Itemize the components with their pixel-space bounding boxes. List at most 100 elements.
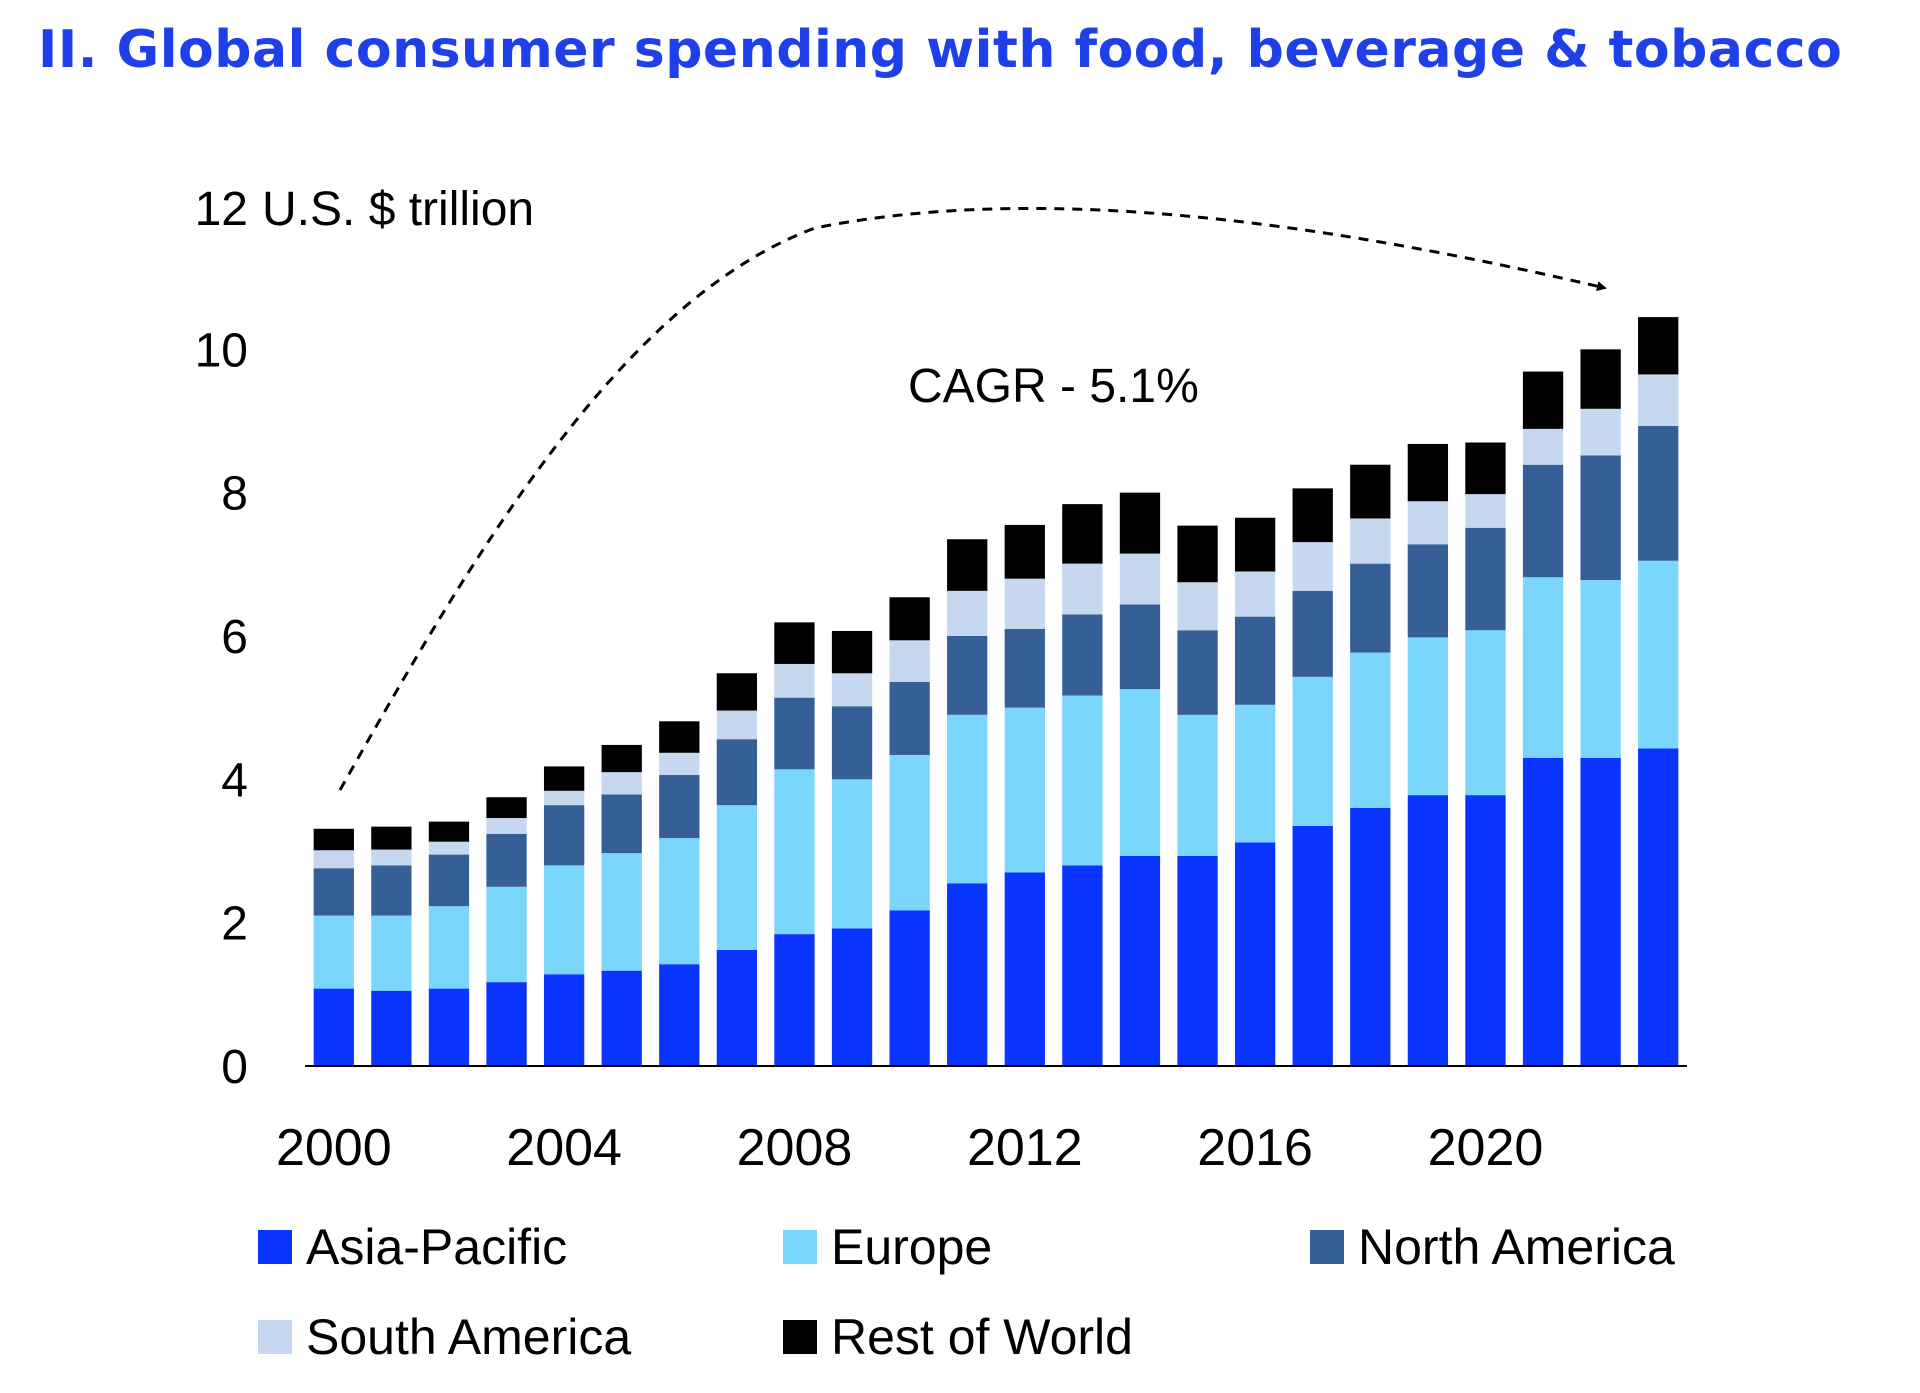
bar-2001-asia-pacific [371, 990, 412, 1066]
x-tick-label: 2020 [1428, 1119, 1544, 1177]
bar-2016-europe [1234, 704, 1276, 843]
bar-2005-europe [601, 853, 642, 971]
bar-2022-north-america [1580, 455, 1621, 581]
y-tick-label: 4 [221, 754, 248, 807]
bar-2008-europe [774, 769, 815, 935]
bar-2023-rest-of-world [1638, 317, 1679, 375]
bar-2011-south-america [947, 590, 988, 636]
bar-2021-south-america [1522, 428, 1564, 465]
bar-2019-europe [1407, 637, 1449, 796]
bar-2009-south-america [831, 673, 873, 707]
bar-2018-asia-pacific [1350, 808, 1391, 1066]
x-axis-ticks: 2000 2004 2008 2012 2016 2020 [276, 1119, 1543, 1177]
bar-2012-south-america [1004, 578, 1045, 629]
bar-2009-europe [831, 779, 873, 929]
bar-2017-north-america [1292, 590, 1333, 677]
y-tick-label: 12 [195, 183, 248, 236]
bar-2011-asia-pacific [947, 883, 988, 1066]
legend-swatch-north-america [1310, 1230, 1344, 1264]
x-tick-label: 2000 [276, 1119, 392, 1177]
bar-2023-north-america [1638, 426, 1679, 561]
bar-2017-south-america [1292, 542, 1333, 591]
bar-2017-asia-pacific [1292, 825, 1333, 1066]
bar-2014-rest-of-world [1119, 492, 1161, 554]
y-tick-label: 2 [221, 898, 248, 951]
cagr-annotation: CAGR - 5.1% [908, 360, 1199, 413]
bar-2006-north-america [659, 775, 700, 839]
bar-2002-rest-of-world [428, 821, 470, 842]
bar-2005-rest-of-world [601, 744, 642, 773]
bar-2000-europe [313, 915, 354, 989]
bar-2010-north-america [889, 681, 930, 755]
legend-swatch-europe [783, 1230, 817, 1264]
bar-2014-north-america [1119, 604, 1161, 690]
bar-2002-south-america [428, 841, 470, 855]
bar-2023-asia-pacific [1638, 748, 1679, 1066]
bar-2007-asia-pacific [716, 949, 758, 1066]
bar-2019-rest-of-world [1407, 443, 1449, 502]
bar-2017-rest-of-world [1292, 488, 1333, 543]
bar-2013-asia-pacific [1062, 865, 1103, 1066]
bar-2014-asia-pacific [1119, 856, 1161, 1066]
bar-2021-asia-pacific [1522, 757, 1564, 1066]
bar-2005-south-america [601, 772, 642, 795]
bar-2010-asia-pacific [889, 910, 930, 1066]
bar-2016-asia-pacific [1234, 842, 1276, 1066]
bar-2019-asia-pacific [1407, 795, 1449, 1066]
bar-2013-europe [1062, 695, 1103, 866]
bar-2022-asia-pacific [1580, 757, 1621, 1066]
bar-2002-europe [428, 906, 470, 989]
bar-2019-north-america [1407, 544, 1449, 638]
bar-2011-rest-of-world [947, 539, 988, 591]
legend: Asia-Pacific Europe North America South Ame… [258, 1219, 1675, 1365]
bar-2010-europe [889, 754, 930, 911]
legend-label-south-america: South America [306, 1309, 631, 1365]
bar-2015-europe [1177, 714, 1218, 857]
bar-2018-europe [1350, 652, 1391, 808]
bar-2014-south-america [1119, 553, 1161, 605]
bar-2002-asia-pacific [428, 988, 470, 1066]
bar-2011-europe [947, 714, 988, 884]
bar-2015-north-america [1177, 630, 1218, 715]
bar-2022-rest-of-world [1580, 349, 1621, 409]
bar-2003-rest-of-world [486, 797, 527, 819]
bar-2016-north-america [1234, 616, 1276, 705]
bar-2003-europe [486, 886, 527, 983]
bar-2022-europe [1580, 580, 1621, 758]
legend-swatch-south-america [258, 1320, 292, 1354]
bar-2008-north-america [774, 697, 815, 770]
bar-2003-north-america [486, 833, 527, 887]
bar-2004-rest-of-world [543, 766, 585, 791]
bar-2012-europe [1004, 707, 1045, 873]
bar-2002-north-america [428, 854, 470, 907]
bar-2013-north-america [1062, 614, 1103, 696]
bar-2007-south-america [716, 710, 758, 740]
bar-2018-north-america [1350, 563, 1391, 653]
bar-2004-north-america [543, 805, 585, 866]
bar-2015-asia-pacific [1177, 856, 1218, 1066]
bar-2008-asia-pacific [774, 934, 815, 1066]
bar-2018-south-america [1350, 518, 1391, 564]
bar-2020-asia-pacific [1465, 795, 1506, 1066]
x-tick-label: 2004 [506, 1119, 622, 1177]
legend-swatch-rest-of-world [783, 1320, 817, 1354]
bar-2021-europe [1522, 577, 1564, 758]
legend-label-rest-of-world: Rest of World [831, 1309, 1133, 1365]
bar-2004-south-america [543, 790, 585, 806]
bar-2001-rest-of-world [371, 826, 412, 850]
bar-2003-asia-pacific [486, 982, 527, 1066]
bar-2016-rest-of-world [1234, 517, 1276, 572]
bar-2007-rest-of-world [716, 673, 758, 711]
bar-2004-europe [543, 865, 585, 975]
bar-2009-rest-of-world [831, 630, 873, 674]
bar-2008-rest-of-world [774, 622, 815, 664]
bar-2015-rest-of-world [1177, 525, 1218, 583]
bar-2021-rest-of-world [1522, 371, 1564, 429]
bar-2006-south-america [659, 752, 700, 776]
y-tick-label: 10 [195, 324, 248, 377]
legend-label-asia-pacific: Asia-Pacific [306, 1219, 567, 1275]
bar-2006-asia-pacific [659, 964, 700, 1066]
bar-2020-north-america [1465, 527, 1506, 631]
x-tick-label: 2008 [737, 1119, 853, 1177]
